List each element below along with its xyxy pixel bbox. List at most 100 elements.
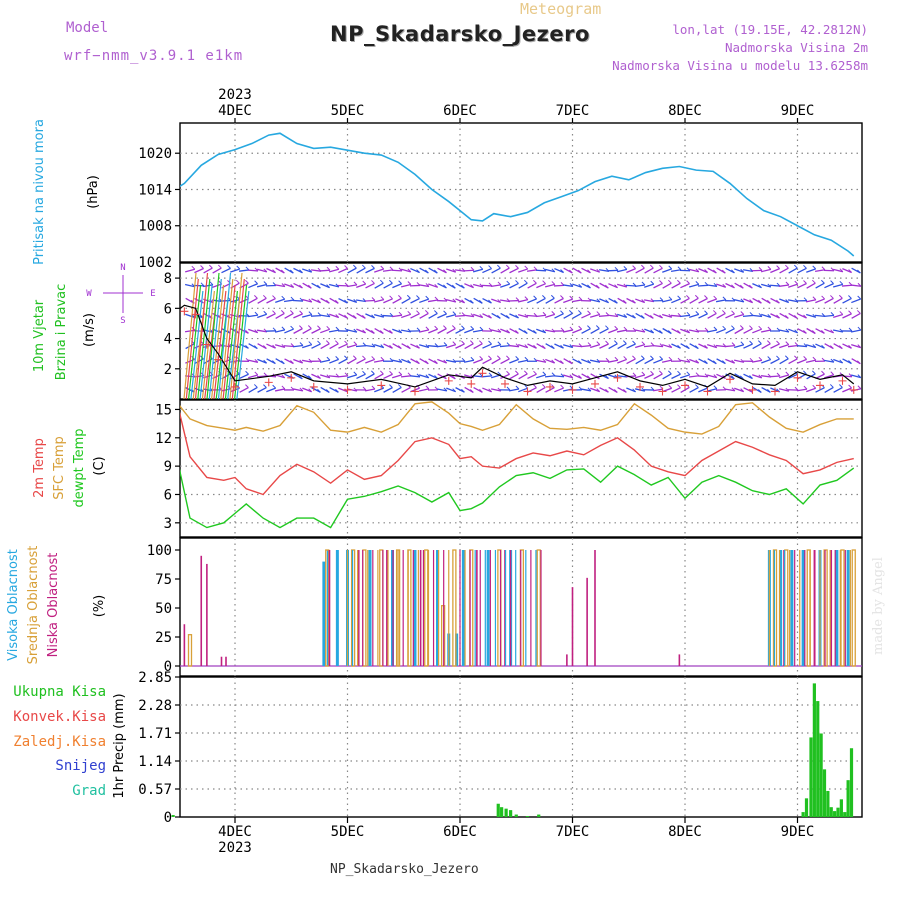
- wind-arrow-head: [371, 343, 376, 348]
- wind-arrow-head: [254, 329, 259, 334]
- precip-bar: [822, 769, 827, 817]
- wind-arrow-head: [605, 357, 610, 362]
- wind-arrow: [842, 358, 852, 365]
- wind-streak: [217, 272, 232, 399]
- cloud-bar: [851, 549, 856, 667]
- cloud-bar: [200, 555, 203, 666]
- wind-arrow: [527, 373, 537, 380]
- gust-marker: [546, 382, 554, 391]
- wind-arrow-head: [434, 283, 439, 288]
- wind-arrow-head: [299, 325, 303, 329]
- wind-arrow-head: [694, 294, 699, 299]
- wind-arrow: [643, 299, 655, 303]
- wind-arrow-head: [523, 330, 528, 334]
- wind-arrow-head: [668, 344, 673, 348]
- wind-arrow: [752, 328, 762, 334]
- wind-arrow-head: [325, 340, 330, 344]
- wind-arrow-head: [578, 296, 583, 301]
- gust-marker: [793, 373, 802, 382]
- wind-arrow: [760, 329, 772, 333]
- wind-arrow-head: [397, 384, 402, 388]
- gust-marker: [703, 387, 712, 396]
- wind-arrow: [616, 283, 628, 288]
- top-day-label: 4DEC: [218, 103, 252, 119]
- wind-arrow: [319, 269, 331, 272]
- wind-arrow: [509, 358, 519, 364]
- wind-arrow: [266, 343, 276, 349]
- wind-arrow: [347, 358, 357, 365]
- wind-arrow: [373, 298, 385, 303]
- wind-arrow-head: [821, 329, 825, 334]
- precip-legend-label: Snijeg: [55, 758, 106, 774]
- wind-arrow: [689, 283, 699, 288]
- gust-marker: [816, 381, 824, 390]
- wind-arrow-head: [776, 372, 781, 377]
- wind-arrow: [761, 358, 771, 364]
- wind-arrow-head: [461, 340, 465, 345]
- wind-arrow-head: [497, 264, 501, 269]
- bottom-day-label: 5DEC: [331, 824, 365, 840]
- wind-arrow-head: [290, 343, 295, 347]
- wind-arrow-head: [217, 264, 222, 269]
- wind-arrow-head: [731, 269, 735, 274]
- wind-arrow: [517, 359, 529, 363]
- wind-arrow-head: [686, 371, 691, 376]
- wind-arrow: [518, 344, 528, 349]
- wind-arrow-head: [704, 295, 708, 299]
- wind-arrow-head: [623, 283, 628, 288]
- wind-arrow: [797, 313, 807, 319]
- wind-arrow: [490, 388, 502, 392]
- wind-arrow-head: [785, 387, 790, 392]
- wind-arrow-head: [704, 344, 708, 349]
- wind-arrow-head: [811, 330, 816, 334]
- wind-arrow-head: [452, 311, 457, 315]
- wind-arrow: [580, 344, 592, 348]
- bottom-day-label: 4DEC: [218, 824, 252, 840]
- wind-arrow-head: [263, 310, 268, 315]
- gust-marker: [202, 340, 211, 349]
- cloud-bar: [594, 550, 596, 666]
- wind-arrow-head: [848, 310, 852, 315]
- wind-arrow-head: [299, 310, 303, 315]
- wind-arrow-head: [812, 296, 817, 301]
- wind-arrow-head: [668, 265, 673, 270]
- wind-arrow-head: [488, 299, 492, 304]
- compass-e: E: [150, 289, 155, 299]
- precip-bar: [846, 780, 850, 817]
- wind-arrow: [743, 373, 753, 380]
- precip-bar: [839, 799, 843, 817]
- wind-arrow-head: [326, 325, 331, 330]
- wind-arrow-head: [272, 384, 277, 389]
- bottom-year-label: 2023: [218, 840, 252, 856]
- wind-arrow: [833, 283, 843, 288]
- wind-arrow: [328, 283, 340, 288]
- wind-arrow-head: [254, 280, 258, 285]
- wind-arrow-head: [479, 265, 484, 270]
- wind-arrow: [419, 298, 429, 304]
- wind-arrow: [661, 359, 673, 363]
- wind-arrow-head: [497, 387, 502, 392]
- wind-arrow-head: [389, 295, 393, 300]
- wind-arrow: [472, 268, 484, 273]
- wind-arrow-head: [614, 266, 619, 271]
- wind-arrow-head: [307, 325, 312, 329]
- wind-arrow: [743, 387, 753, 393]
- wind-arrow-head: [325, 389, 330, 393]
- wind-arrow-head: [632, 372, 637, 377]
- wind-arrow-head: [272, 310, 276, 315]
- wind-arrow-head: [470, 356, 475, 361]
- wind-arrow: [778, 284, 790, 287]
- wind-arrow-head: [596, 268, 601, 273]
- wind-arrow-head: [551, 372, 556, 377]
- wind-arrow-head: [515, 297, 520, 301]
- cloud-bar: [225, 656, 227, 666]
- wind-arrow: [653, 358, 663, 364]
- wind-arrow: [509, 373, 519, 380]
- wind-arrow: [536, 283, 546, 289]
- wind-arrow-head: [722, 360, 726, 364]
- wind-arrow: [679, 314, 691, 318]
- wind-arrow-head: [641, 328, 646, 333]
- wind-arrow: [482, 267, 492, 274]
- wind-arrow: [824, 283, 834, 289]
- wind-arrow-head: [515, 280, 519, 284]
